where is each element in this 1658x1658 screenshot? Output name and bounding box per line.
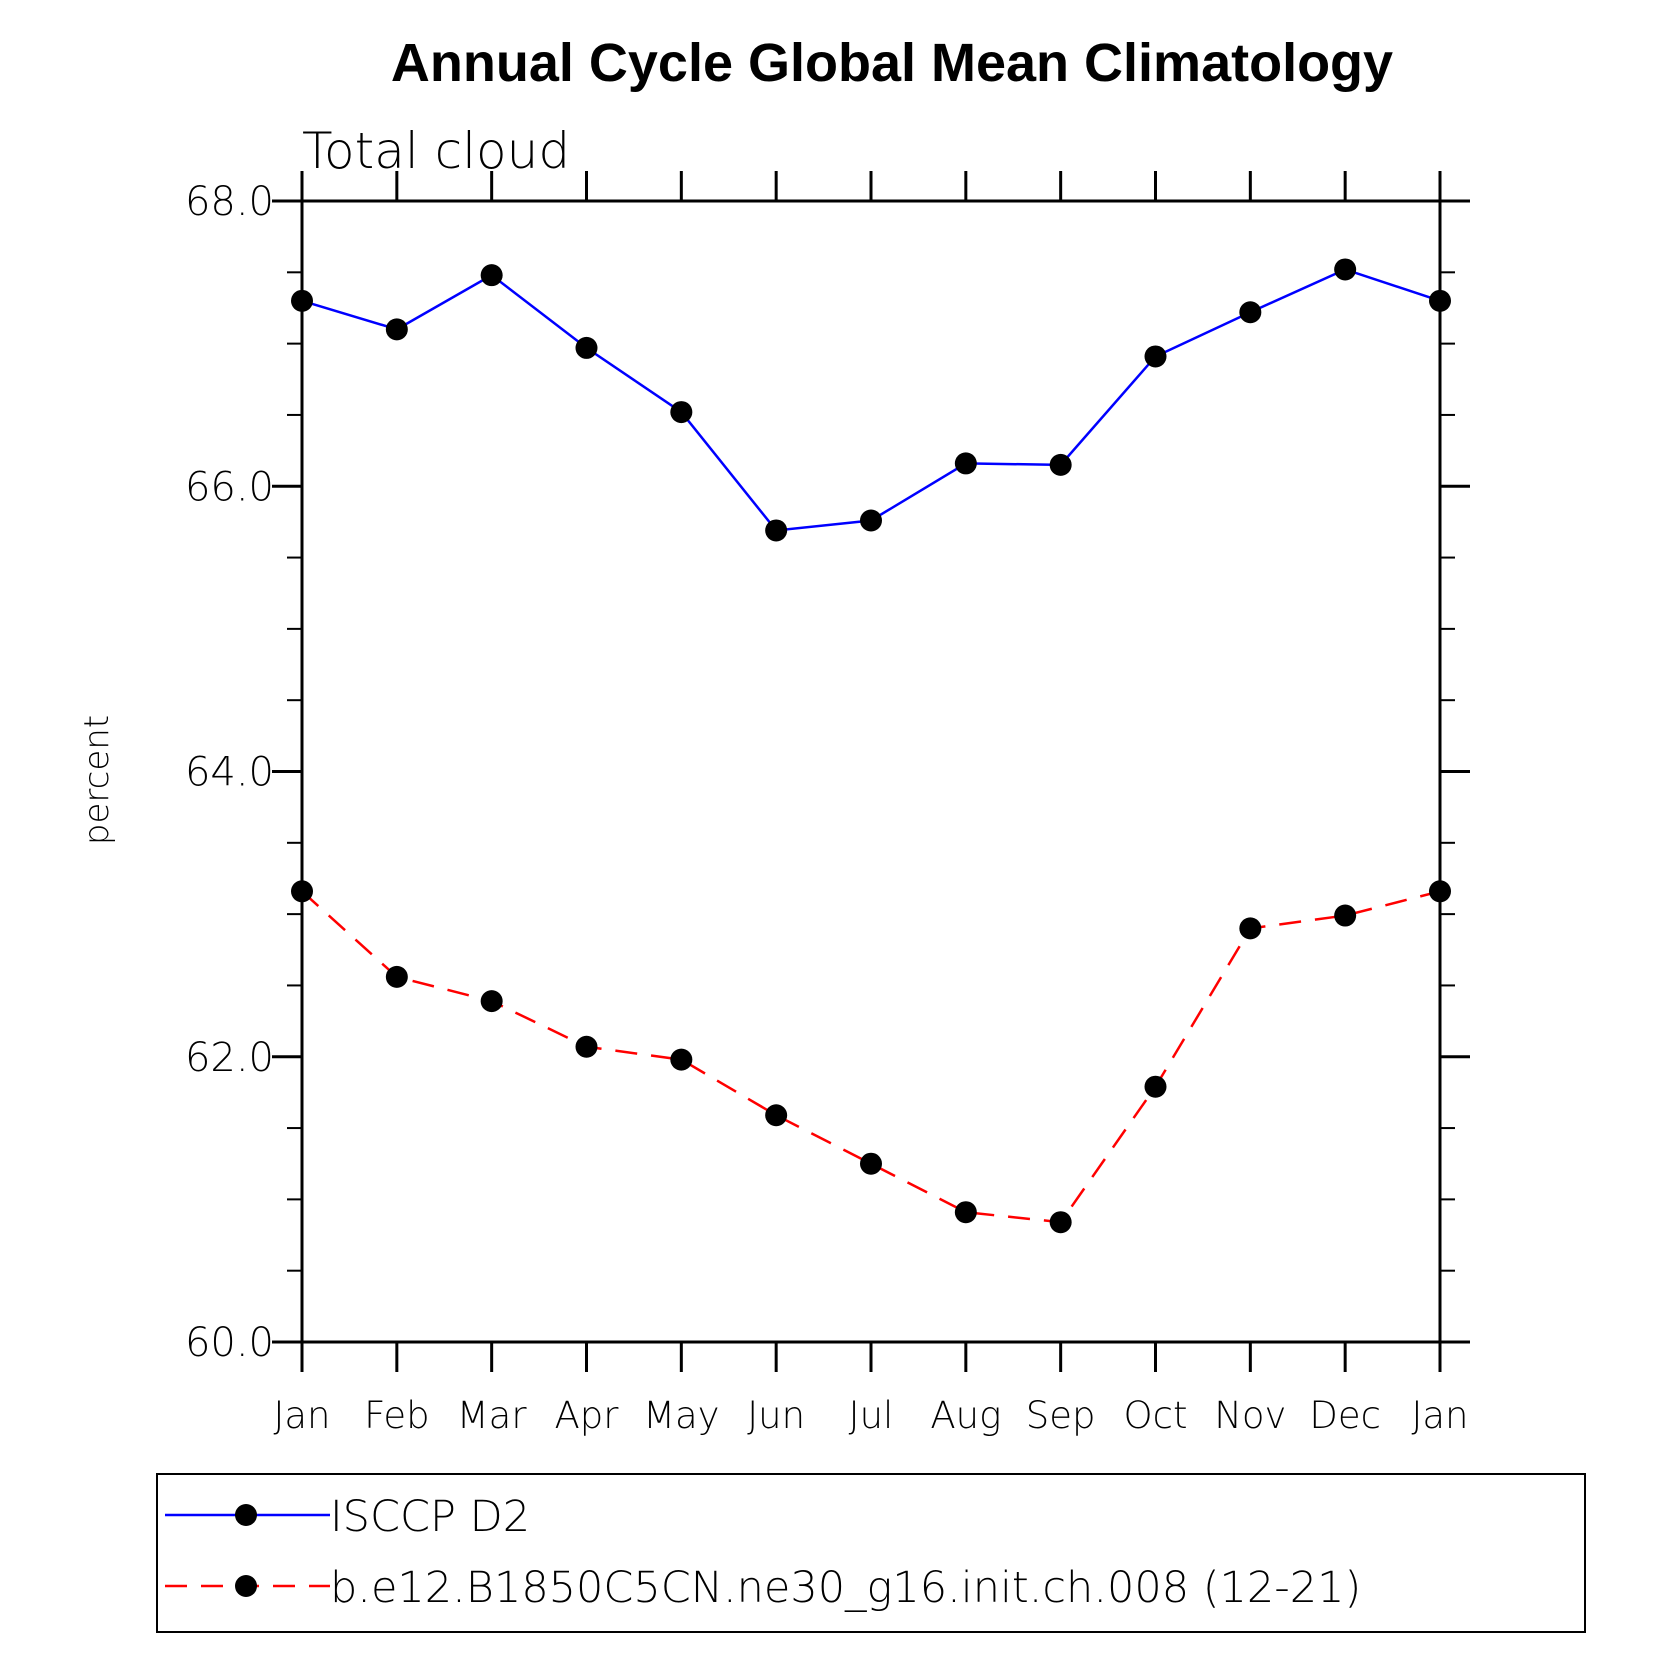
data-point-series-0 [1334,258,1357,281]
data-point-series-1 [1144,1075,1167,1098]
data-point-series-0 [954,452,977,475]
legend-box [156,1473,1586,1633]
data-point-series-1 [1334,904,1357,927]
data-point-series-1 [575,1035,598,1058]
data-point-series-1 [291,880,313,903]
legend: ISCCP D2 b.e12.B1850C5CN.ne30_g16.init.c… [156,1473,1586,1633]
legend-marker-model [235,1575,257,1597]
y-tick-label: 62.0 [185,1035,274,1081]
x-tick-label: Jan [1411,1394,1468,1437]
data-point-series-1 [954,1201,977,1224]
data-point-series-1 [765,1104,788,1127]
data-point-series-1 [670,1048,693,1071]
y-tick-label: 66.0 [185,464,274,510]
legend-marker-isccp [235,1504,257,1526]
chart-title: Annual Cycle Global Mean Climatology [391,33,1393,93]
data-point-series-0 [1239,301,1262,324]
data-point-series-1 [1239,917,1262,940]
x-tick-label: Aug [930,1394,1001,1437]
x-tick-label: Sep [1026,1394,1096,1437]
data-point-series-1 [1429,880,1451,903]
y-tick-label: 60.0 [185,1320,274,1366]
data-point-series-0 [1429,289,1451,312]
data-point-series-0 [860,509,882,532]
legend-label-isccp: ISCCP D2 [330,1492,530,1542]
data-point-series-0 [480,264,503,287]
x-tick-label: Apr [554,1394,619,1437]
x-tick-label: Nov [1214,1394,1286,1437]
data-point-series-0 [1049,453,1072,476]
y-tick-label: 64.0 [185,750,274,796]
data-point-series-0 [670,401,693,424]
x-tick-label: May [643,1394,720,1437]
x-tick-label: Dec [1309,1394,1381,1437]
x-tick-label: Jun [747,1394,805,1437]
y-axis-label: percent [77,715,117,845]
x-tick-label: Jul [849,1394,894,1437]
x-tick-label: Oct [1124,1394,1188,1437]
legend-label-model: b.e12.B1850C5CN.ne30_g16.init.ch.008 (12… [330,1563,1361,1613]
x-tick-label: Feb [364,1394,430,1437]
data-point-series-0 [575,336,598,359]
data-point-series-1 [385,965,408,988]
x-tick-label: Jan [273,1394,330,1437]
data-point-series-0 [765,519,788,542]
data-point-series-1 [860,1152,882,1175]
y-tick-label: 68.0 [185,179,274,225]
axes: 60.0 62.0 64.0 66.0 68.0 Jan Feb Mar Apr May Jun Ju… [185,171,1470,1437]
series-lines [301,268,1441,1224]
data-point-series-1 [1049,1211,1072,1234]
data-point-series-0 [385,318,408,341]
data-point-series-1 [480,990,503,1013]
x-tick-label: Mar [457,1394,528,1437]
data-point-series-0 [291,289,313,312]
chart-subtitle: Total cloud [302,122,570,180]
series-markers [291,258,1451,1234]
series-line-0 [301,268,1441,532]
data-point-series-0 [1144,345,1167,368]
